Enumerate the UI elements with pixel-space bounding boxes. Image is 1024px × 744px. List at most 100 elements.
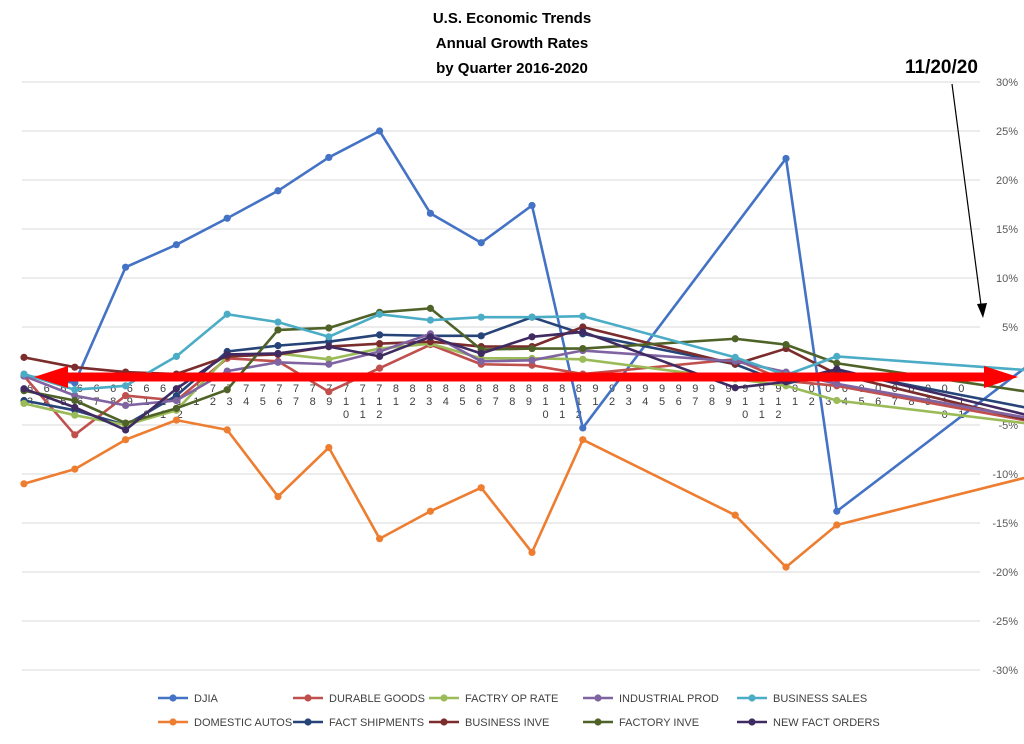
x-tick-label: 2 <box>177 409 183 421</box>
data-point <box>172 396 180 405</box>
data-point <box>528 344 536 353</box>
x-tick-label: 7 <box>692 396 698 408</box>
date-annotation: 11/20/20 <box>905 57 978 78</box>
x-tick-label: 0 <box>809 383 815 395</box>
x-tick-label: 9 <box>676 383 682 395</box>
annotation-arrow-line <box>951 83 982 306</box>
legend-label: BUSINESS INVE <box>465 717 549 729</box>
x-tick-label: 9 <box>659 383 665 395</box>
data-point <box>579 344 587 353</box>
x-tick-label: 7 <box>493 396 499 408</box>
data-point <box>376 364 384 372</box>
x-tick-label: 1 <box>958 396 964 408</box>
data-point <box>528 333 536 341</box>
x-tick-label: 2 <box>809 396 815 408</box>
data-point <box>833 380 841 388</box>
data-point <box>223 386 231 394</box>
x-tick-label: 5 <box>659 396 665 408</box>
x-tick-label: 9 <box>626 383 632 395</box>
x-tick-label: 9 <box>725 396 731 408</box>
x-tick-label: 8 <box>526 383 532 395</box>
data-point <box>579 328 587 336</box>
x-tick-label: 9 <box>592 383 598 395</box>
x-tick-label: 0 <box>908 383 914 395</box>
x-tick-label: 9 <box>127 396 133 408</box>
x-tick-label: 8 <box>559 383 565 395</box>
data-point <box>274 349 282 358</box>
data-point <box>426 316 434 324</box>
x-tick-label: 1 <box>559 396 565 408</box>
legend-label: FACTORY INVE <box>619 717 699 729</box>
x-tick-label: 7 <box>293 396 299 408</box>
data-point <box>528 201 536 210</box>
x-tick-label: 8 <box>709 396 715 408</box>
data-point <box>274 358 282 366</box>
x-tick-label: 8 <box>509 396 515 408</box>
x-tick-label: 1 <box>775 396 781 408</box>
x-tick-label: 4 <box>243 396 249 408</box>
data-point <box>172 416 180 424</box>
data-point <box>528 313 536 321</box>
x-tick-label: 7 <box>376 383 382 395</box>
data-point <box>325 324 333 332</box>
data-point <box>71 403 79 411</box>
x-tick-label: 8 <box>493 383 499 395</box>
x-tick-label: 9 <box>692 383 698 395</box>
x-tick-label: 8 <box>310 396 316 408</box>
legend-label: DOMESTIC AUTOS <box>194 717 292 729</box>
legend-swatch-marker <box>169 694 177 702</box>
y-tick-label: -30% <box>992 665 1018 677</box>
x-tick-label: 6 <box>27 383 33 395</box>
y-tick-label: -25% <box>992 616 1018 628</box>
data-point <box>325 388 333 396</box>
x-tick-label: 6 <box>110 383 116 395</box>
x-tick-label: 6 <box>476 396 482 408</box>
x-tick-label: 1 <box>376 396 382 408</box>
data-point <box>20 399 28 408</box>
legend-label: DJIA <box>194 693 219 705</box>
x-tick-label: 2 <box>775 409 781 421</box>
data-point <box>579 424 587 432</box>
x-tick-label: 0 <box>942 409 948 421</box>
data-point <box>782 341 790 349</box>
x-tick-label: 3 <box>825 396 831 408</box>
data-point <box>833 521 841 529</box>
x-tick-label: 7 <box>360 383 366 395</box>
legend-swatch-marker <box>169 718 177 726</box>
data-point <box>71 465 79 473</box>
x-tick-label: 3 <box>227 396 233 408</box>
data-point <box>426 507 434 515</box>
x-tick-label: 6 <box>160 383 166 395</box>
x-tick-label: 1 <box>742 396 748 408</box>
data-point <box>731 335 739 343</box>
x-tick-label: 6 <box>875 396 881 408</box>
x-tick-label: 9 <box>725 383 731 395</box>
data-point <box>376 340 384 348</box>
data-point <box>274 318 282 326</box>
data-point <box>325 343 333 351</box>
x-tick-label: 2 <box>409 396 415 408</box>
data-point <box>477 484 485 492</box>
x-tick-label: 1 <box>592 396 598 408</box>
legend-swatch-marker <box>304 694 312 702</box>
x-tick-label: 1 <box>759 409 765 421</box>
chart-title-line-1: U.S. Economic Trends <box>432 10 592 27</box>
legend-label: BUSINESS SALES <box>773 693 867 705</box>
legend-swatch-marker <box>440 718 448 726</box>
legend-label: FACTRY OP RATE <box>465 693 558 705</box>
x-tick-label: 1 <box>543 396 549 408</box>
data-point <box>122 392 130 400</box>
data-point <box>426 333 434 341</box>
x-tick-label: 8 <box>908 396 914 408</box>
data-point <box>172 241 180 249</box>
x-tick-label: 5 <box>260 396 266 408</box>
legend-swatch-marker <box>594 694 602 702</box>
x-tick-label: 3 <box>426 396 432 408</box>
y-tick-label: -20% <box>992 567 1018 579</box>
x-tick-label: 4 <box>443 396 449 408</box>
data-point <box>172 404 180 412</box>
x-tick-label: 0 <box>143 409 149 421</box>
legend-label: FACT SHIPMENTS <box>329 717 424 729</box>
legend-label: DURABLE GOODS <box>329 693 425 705</box>
